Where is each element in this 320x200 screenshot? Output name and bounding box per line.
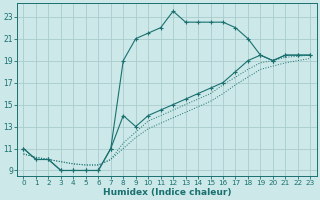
X-axis label: Humidex (Indice chaleur): Humidex (Indice chaleur): [103, 188, 231, 197]
